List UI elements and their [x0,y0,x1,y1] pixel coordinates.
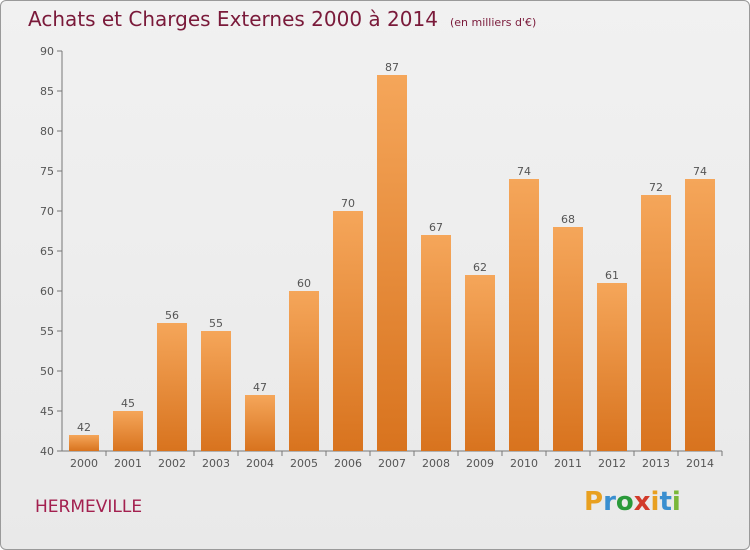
bar-2006 [333,211,363,451]
chart-subtitle: (en milliers d'€) [449,16,537,29]
bar-2004 [245,395,275,451]
proxiti-logo[interactable]: Proxiti [584,487,681,517]
logo-letter: P [584,487,604,517]
y-tick-label: 50 [40,365,54,378]
x-tick-label: 2006 [334,457,362,470]
y-axis: 40 45 50 55 60 65 70 75 80 85 90 [40,45,63,458]
data-label: 56 [165,309,179,322]
bar-2000 [69,435,99,451]
x-tick-label: 2005 [290,457,318,470]
x-tick-label: 2011 [554,457,582,470]
bars [69,75,715,451]
y-tick-label: 80 [40,125,54,138]
x-tick-label: 2001 [114,457,142,470]
x-tick-label: 2008 [422,457,450,470]
data-label: 62 [473,261,487,274]
commune-name: HERMEVILLE [35,497,143,517]
y-tick-label: 60 [40,285,54,298]
bar-2008 [421,235,451,451]
data-label: 67 [429,221,443,234]
x-tick-label: 2013 [642,457,670,470]
x-axis: 2000 2001 2002 2003 2004 2005 2006 2007 2008 2009… [62,450,723,470]
y-tick-label: 40 [40,445,54,458]
x-tick-label: 2002 [158,457,186,470]
data-label: 70 [341,197,355,210]
bar-2012 [597,283,627,451]
x-tick-label: 2012 [598,457,626,470]
bar-2001 [113,411,143,451]
logo-letter: r [603,487,616,517]
bar-2005 [289,291,319,451]
bar-2011 [553,227,583,451]
x-tick-label: 2014 [686,457,714,470]
chart-title: Achats et Charges Externes 2000 à 2014 (e… [28,7,536,31]
logo-letter: o [615,487,634,517]
bar-2013 [641,195,671,451]
y-tick-label: 90 [40,45,54,58]
bar-2009 [465,275,495,451]
y-tick-label: 55 [40,325,54,338]
logo-letter: x [633,487,651,517]
data-label: 55 [209,317,223,330]
data-labels: 42 45 56 55 47 60 70 87 67 62 74 68 61 72 74 [77,61,707,434]
logo-letter: i [671,487,681,517]
bar-2002 [157,323,187,451]
y-tick-label: 75 [40,165,54,178]
x-tick-label: 2000 [70,457,98,470]
y-tick-label: 45 [40,405,54,418]
data-label: 74 [693,165,707,178]
y-tick-label: 65 [40,245,54,258]
x-tick-label: 2004 [246,457,274,470]
data-label: 74 [517,165,531,178]
data-label: 45 [121,397,135,410]
data-label: 68 [561,213,575,226]
data-label: 42 [77,421,91,434]
y-tick-label: 85 [40,85,54,98]
data-label: 87 [385,61,399,74]
x-tick-label: 2003 [202,457,230,470]
x-tick-label: 2007 [378,457,406,470]
data-label: 72 [649,181,663,194]
data-label: 47 [253,381,267,394]
y-tick-label: 70 [40,205,54,218]
x-tick-label: 2010 [510,457,538,470]
data-label: 60 [297,277,311,290]
title-text: Achats et Charges Externes 2000 à 2014 [28,7,438,31]
bar-2010 [509,179,539,451]
bar-2007 [377,75,407,451]
x-tick-label: 2009 [466,457,494,470]
logo-letter: i [650,487,660,517]
logo-letter: t [659,487,672,517]
data-label: 61 [605,269,619,282]
bar-2003 [201,331,231,451]
bar-2014 [685,179,715,451]
